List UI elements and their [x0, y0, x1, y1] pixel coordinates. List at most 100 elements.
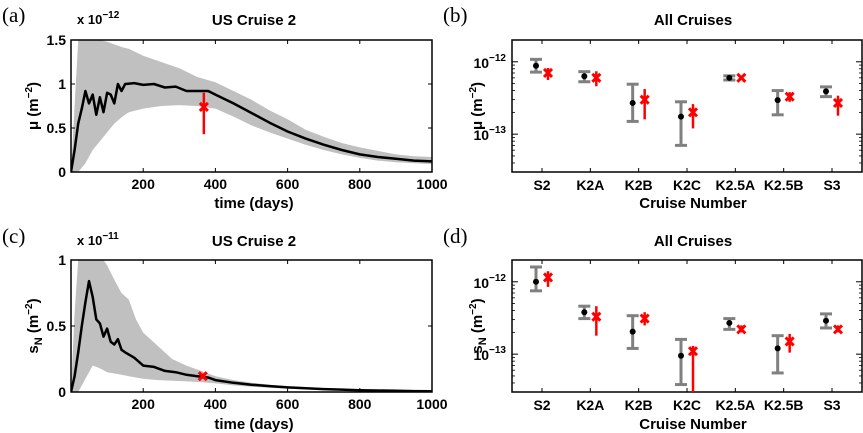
model-point	[823, 88, 829, 95]
model-point	[823, 317, 829, 324]
model-point	[629, 328, 636, 335]
x-tick-label: 600	[276, 176, 300, 192]
panel-a: (a) US Cruise 2 x 10−12 200 400 600 800 1000…	[2, 3, 448, 212]
observed-marker-stroke	[542, 272, 554, 283]
panel-c-ylabel: sN (m−2)	[24, 298, 45, 353]
panel-c-ylabel-sup: −2	[24, 303, 35, 315]
panel-a-ylabel-tail: )	[25, 82, 42, 87]
x-tick-label: K2C	[673, 397, 701, 413]
observed-marker-stroke	[591, 72, 602, 83]
panel-letter-d: (d)	[443, 224, 468, 248]
plot-c-data-area	[71, 260, 432, 392]
observed-marker	[542, 67, 554, 79]
mean-line	[71, 81, 432, 172]
panel-c: (c) US Cruise 2 x 10−11 200 400 600 800 1000…	[2, 224, 448, 433]
observed-marker	[542, 272, 554, 283]
x-tick-label: S2	[533, 177, 550, 193]
panel-a-sci-notation: x 10−12	[77, 10, 120, 27]
panel-a-sci-base: x 10	[77, 12, 102, 27]
panel-c-sci-exp: −11	[102, 231, 119, 242]
x-tick-label: K2A	[576, 397, 604, 413]
observed-marker-stroke	[639, 94, 650, 105]
panel-b-title: All Cruises	[654, 12, 732, 29]
x-tick-label: S2	[533, 397, 550, 413]
observed-marker	[687, 346, 699, 357]
observation-marker	[197, 371, 208, 382]
panel-d-title: All Cruises	[654, 233, 732, 250]
panel-d-ylabel-main2: (m	[469, 315, 486, 338]
x-tick-label: 800	[348, 396, 372, 412]
observed-marker	[832, 97, 844, 109]
model-point	[774, 345, 781, 352]
observed-marker	[736, 324, 747, 335]
observed-marker-stroke	[639, 313, 650, 324]
model-point	[581, 73, 588, 80]
plot-c: 200 400 600 800 1000 0 0.5 1	[47, 252, 448, 412]
y-tick-label-base: 10	[473, 127, 489, 143]
panel-letter-b: (b)	[443, 3, 468, 27]
observation-marker-stroke	[198, 101, 209, 112]
x-tick-label: 200	[132, 176, 156, 192]
panel-b-ylabel-sup: −2	[468, 87, 479, 99]
x-tick-label: 1000	[416, 396, 447, 412]
model-point	[629, 99, 636, 106]
observed-marker	[687, 107, 699, 118]
panel-a-ylabel-main: μ (m	[25, 98, 42, 130]
observed-marker	[591, 72, 602, 83]
panel-a-xlabel: time (days)	[214, 195, 293, 212]
observed-marker-stroke	[687, 107, 699, 118]
panel-d-ylabel-sup: −2	[468, 303, 479, 315]
axes-frame	[70, 39, 433, 173]
plot-a-data-area	[71, 40, 432, 172]
x-tick-label: 1000	[416, 176, 447, 192]
panel-b-ylabel-tail: )	[469, 82, 486, 87]
model-point	[678, 113, 684, 120]
x-tick-label: K2.5B	[764, 177, 804, 193]
y-tick-label-base: 10	[473, 275, 489, 291]
y-tick-label-exponent: −12	[489, 53, 506, 64]
axes-frame	[511, 259, 863, 393]
observed-marker	[639, 94, 650, 105]
model-point	[533, 62, 539, 69]
panel-d-ylabel-main: s	[469, 345, 486, 353]
plot-a: 200 400 600 800 1000 0 0.5 1 1.5	[47, 32, 448, 192]
panel-c-title: US Cruise 2	[212, 233, 296, 250]
panel-c-ylabel-main: s	[25, 345, 42, 353]
x-tick-label: 200	[132, 396, 156, 412]
x-tick-label: 600	[276, 396, 300, 412]
panel-d-ylabel-tail: )	[469, 298, 486, 303]
x-tick-label: K2.5A	[715, 397, 755, 413]
y-tick-label: 0	[58, 384, 66, 400]
x-tick-label: S3	[823, 397, 840, 413]
model-point	[726, 74, 733, 81]
observed-marker-stroke	[784, 91, 795, 102]
panel-c-sci-base: x 10	[77, 233, 102, 248]
observed-marker	[591, 311, 602, 322]
y-tick-label-exponent: −12	[489, 273, 506, 284]
x-tick-label: K2C	[673, 177, 701, 193]
panel-letter-a: (a)	[2, 3, 25, 27]
model-point	[774, 97, 781, 104]
y-tick-label: 0	[58, 164, 66, 180]
uncertainty-band	[71, 260, 432, 392]
uncertainty-band	[71, 40, 432, 172]
observed-marker-stroke	[832, 97, 844, 109]
panel-c-ylabel-tail: )	[25, 298, 42, 303]
y-tick-label-base: 10	[473, 55, 489, 71]
observation-marker-stroke	[197, 371, 208, 382]
observed-marker-stroke	[832, 324, 844, 335]
observed-marker-stroke	[591, 311, 602, 322]
mean-line	[71, 279, 432, 392]
x-tick-label: K2B	[625, 177, 653, 193]
panel-d-xlabel: Cruise Number	[639, 416, 747, 433]
y-tick-label: 0.5	[47, 120, 67, 136]
x-tick-label: S3	[823, 177, 840, 193]
x-tick-label: K2B	[625, 397, 653, 413]
panel-c-xlabel: time (days)	[214, 416, 293, 433]
panel-b-xlabel: Cruise Number	[639, 195, 747, 212]
panel-b-ylabel: μ (m−2)	[468, 82, 486, 130]
